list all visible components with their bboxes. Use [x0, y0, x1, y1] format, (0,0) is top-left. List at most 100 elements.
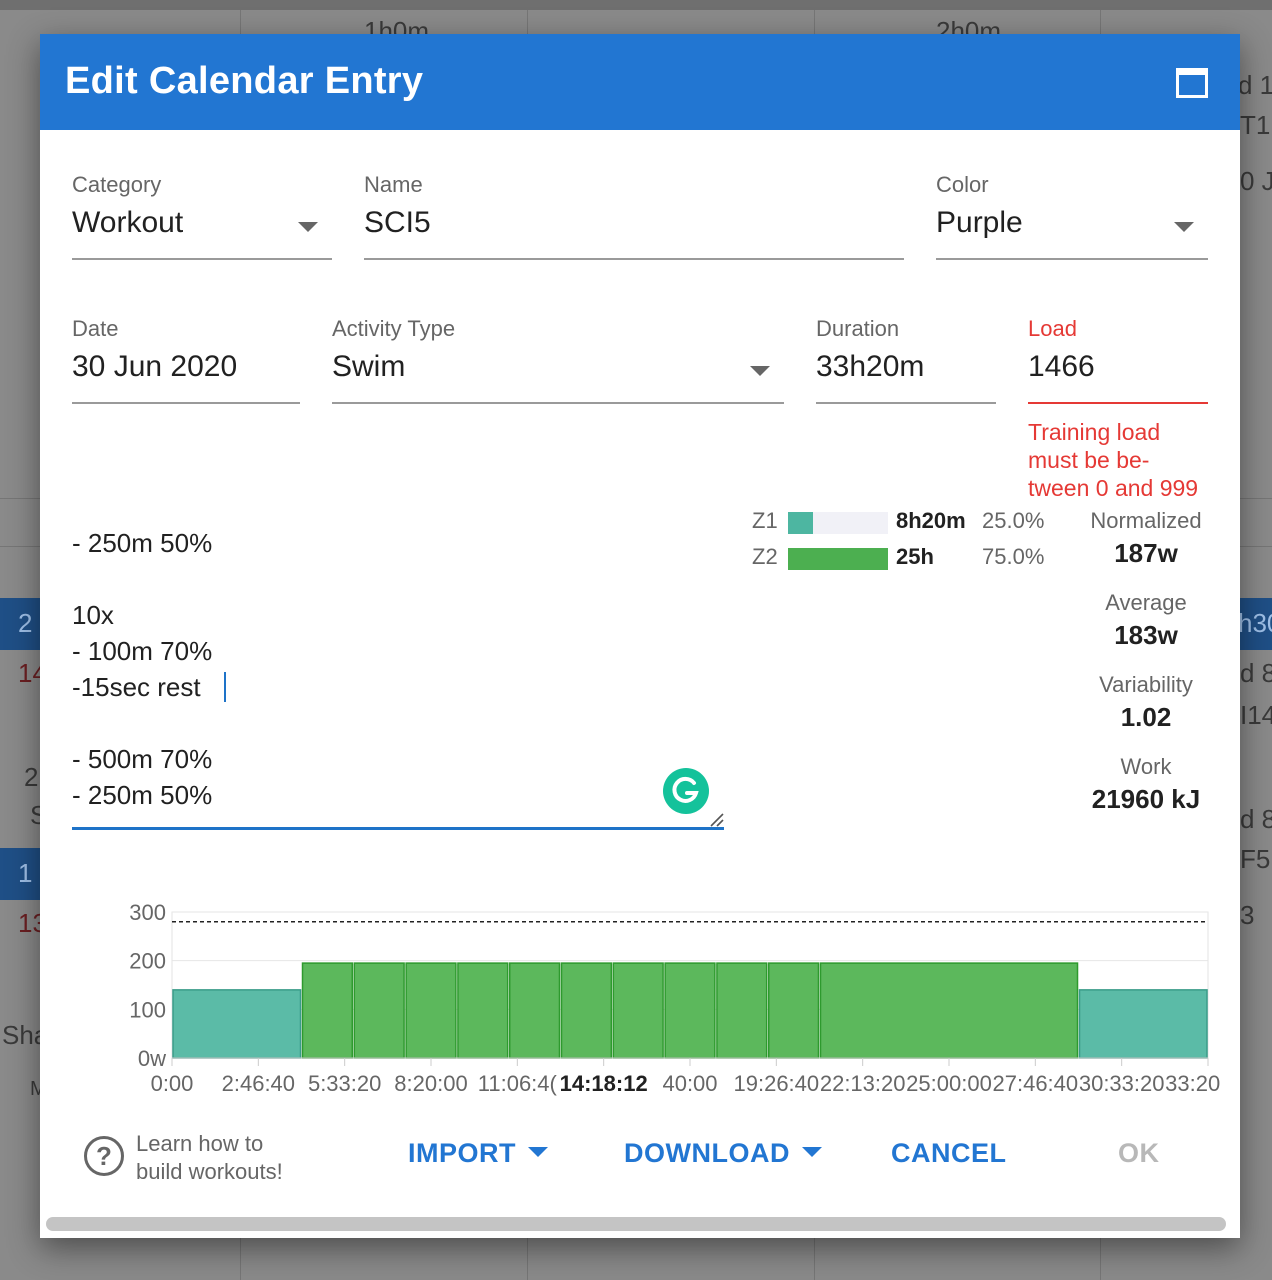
- y-tick-label: 0w: [138, 1046, 166, 1071]
- category-select[interactable]: Category Workout: [72, 172, 332, 260]
- stat-value: 1.02: [1120, 702, 1172, 732]
- date-field[interactable]: Date 30 Jun 2020: [72, 316, 300, 404]
- color-underline: [936, 258, 1208, 260]
- workout-textarea[interactable]: - 250m 50% 10x - 100m 70% -15sec rest - …: [72, 504, 724, 830]
- color-select[interactable]: Color Purple: [936, 172, 1208, 260]
- edit-calendar-entry-dialog: Edit Calendar Entry Category Workout Nam…: [40, 34, 1240, 1238]
- workout-line: - 250m 50%: [72, 528, 213, 558]
- zone-row-z2: Z2 25h 75.0%: [752, 544, 1052, 572]
- duration-field[interactable]: Duration 33h20m: [816, 316, 996, 404]
- chevron-down-icon: [801, 1147, 822, 1157]
- load-field[interactable]: Load 1466: [1028, 316, 1208, 404]
- x-tick-label: 33:20:00: [1165, 1071, 1220, 1096]
- calendar-fragment: F5: [1240, 844, 1271, 874]
- stat-average: Average 183w: [1066, 590, 1226, 651]
- y-tick-label: 300: [129, 900, 166, 925]
- chart-bar: [560, 962, 613, 1059]
- x-tick-label: 27:46:40: [993, 1071, 1079, 1096]
- x-tick-label: 19:26:40: [734, 1071, 820, 1096]
- chevron-down-icon: [298, 222, 318, 232]
- workout-power-chart[interactable]: 300 200 100 0w0:00 2:46:40 5:33:20 8:20:00 11:0…: [80, 894, 1220, 1104]
- calendar-fragment: h30: [1238, 608, 1272, 638]
- load-label: Load: [1028, 316, 1077, 341]
- chart-bar: [664, 962, 716, 1059]
- chart-bar: [405, 962, 457, 1059]
- calendar-fragment: 2: [24, 762, 39, 792]
- ok-button[interactable]: OK: [1118, 1138, 1160, 1168]
- load-value: 1466: [1028, 350, 1095, 383]
- chart-bar: [1078, 989, 1208, 1059]
- stat-variability: Variability 1.02: [1066, 672, 1226, 733]
- import-button[interactable]: IMPORT: [408, 1138, 548, 1169]
- chevron-down-icon: [1174, 222, 1194, 232]
- zone-percent: 25.0%: [982, 508, 1045, 533]
- load-error-line: Training load: [1028, 419, 1161, 445]
- grammarly-icon[interactable]: [663, 768, 709, 814]
- chart-bar: [301, 962, 354, 1059]
- x-tick-label: 8:20:00: [394, 1071, 467, 1096]
- load-underline: [1028, 402, 1208, 404]
- horizontal-scrollbar[interactable]: [46, 1217, 1226, 1231]
- color-label: Color: [936, 172, 989, 197]
- download-label: DOWNLOAD: [624, 1138, 790, 1168]
- calendar-fragment: T1: [1240, 110, 1271, 140]
- zone-bar-fill: [788, 512, 813, 534]
- activity-type-label: Activity Type: [332, 316, 456, 341]
- x-tick-label: 40:00: [662, 1071, 717, 1096]
- import-label: IMPORT: [408, 1138, 516, 1168]
- calendar-fragment: 1: [18, 858, 33, 888]
- duration-value: 33h20m: [816, 350, 925, 383]
- activity-type-select[interactable]: Activity Type Swim: [332, 316, 784, 404]
- x-tick-label: 5:33:20: [308, 1071, 381, 1096]
- zone-name: Z1: [752, 508, 778, 533]
- x-tick-label: 0:00: [151, 1071, 194, 1096]
- calendar-entry-block: [0, 848, 40, 900]
- resize-handle-icon[interactable]: [708, 811, 724, 827]
- zone-name: Z2: [752, 544, 778, 569]
- activity-type-value: Swim: [332, 350, 406, 383]
- y-tick-label: 100: [129, 997, 166, 1022]
- x-tick-label: 11:06:4(: [478, 1071, 558, 1096]
- name-value: SCI5: [364, 206, 431, 239]
- name-label: Name: [364, 172, 423, 197]
- calendar-fragment: d 8: [1240, 658, 1272, 688]
- help-text-line: Learn how to: [136, 1131, 264, 1156]
- calendar-fragment: 3: [1240, 900, 1255, 930]
- calendar-entry-block: [1240, 598, 1272, 650]
- stat-value: 21960 kJ: [1091, 784, 1201, 814]
- category-label: Category: [72, 172, 162, 197]
- x-tick-label: 2:46:40: [222, 1071, 295, 1096]
- chevron-down-icon: [528, 1147, 548, 1157]
- chevron-down-icon: [750, 366, 770, 376]
- stat-value: 187w: [1114, 538, 1178, 568]
- help-link[interactable]: ? Learn how to build workouts!: [84, 1130, 384, 1190]
- workout-line: - 100m 70%: [72, 636, 213, 666]
- name-field[interactable]: Name SCI5: [364, 172, 904, 260]
- text-cursor: [224, 672, 226, 702]
- calendar-fragment: d 1(: [1238, 70, 1272, 100]
- calendar-header-strip: [0, 0, 1272, 10]
- x-tick-label: 14:18:12: [560, 1071, 648, 1096]
- workout-line: -15sec rest: [72, 672, 201, 702]
- cancel-button[interactable]: CANCEL: [891, 1138, 1007, 1168]
- date-label: Date: [72, 316, 119, 341]
- duration-underline: [816, 402, 996, 404]
- stat-value: 183w: [1114, 620, 1178, 650]
- stat-label: Average: [1105, 590, 1187, 615]
- duration-label: Duration: [816, 316, 900, 341]
- chart-bar: [457, 962, 509, 1059]
- zone-time: 25h: [896, 544, 934, 569]
- chart-bar: [819, 962, 1079, 1059]
- stat-label: Variability: [1099, 672, 1193, 697]
- category-underline: [72, 258, 332, 260]
- y-tick-label: 200: [129, 949, 166, 974]
- calendar-fragment: 0 J: [1240, 166, 1272, 196]
- chart-bar: [508, 962, 561, 1059]
- maximize-icon[interactable]: [1176, 68, 1208, 98]
- chart-bar: [353, 962, 405, 1059]
- zone-time: 8h20m: [896, 508, 966, 533]
- dialog-title: Edit Calendar Entry: [65, 60, 424, 102]
- download-button[interactable]: DOWNLOAD: [624, 1138, 822, 1169]
- calendar-fragment: 2: [18, 608, 33, 638]
- load-error-line: tween 0 and 999: [1028, 475, 1199, 501]
